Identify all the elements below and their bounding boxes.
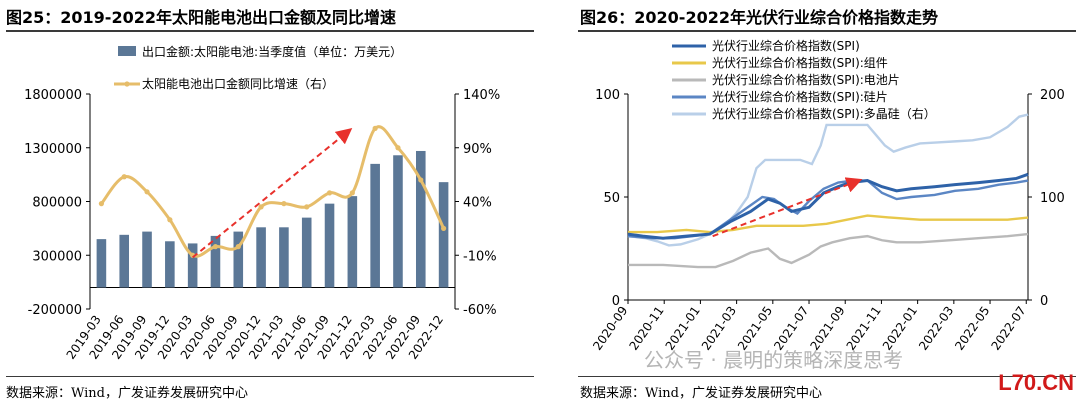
y-tick-label-right: 140% (463, 88, 500, 103)
growth-point (304, 204, 310, 210)
growth-point (418, 177, 424, 183)
legend-marker (124, 81, 130, 87)
bar (119, 234, 130, 288)
title-divider (6, 30, 534, 32)
bar (415, 150, 426, 288)
y-tick-label-left: 1800000 (24, 88, 82, 103)
bar (279, 227, 289, 288)
x-tick-label: 2022-07 (988, 304, 1028, 353)
growth-point (167, 217, 173, 223)
growth-point (440, 225, 447, 231)
y-tick-label-right: 90% (463, 142, 492, 157)
growth-point (212, 244, 219, 250)
figure-26: 图26：2020-2022年光伏行业综合价格指数走势 100 50 0 200 100 0… (540, 0, 1080, 406)
y-tick-label-right: 40% (463, 196, 492, 211)
figure-25: 图25：2019-2022年太阳能电池出口金额及同比增速 出口金额:太阳能电池:… (6, 8, 534, 401)
legend-label: 出口金额:太阳能电池:当季度值（单位：万美元） (142, 44, 402, 59)
legend-label: 光伏行业综合价格指数(SPI):多晶硅（右） (712, 106, 936, 121)
spi-chart: 1005002001000光伏行业综合价格指数(SPI)光伏行业综合价格指数(S… (590, 38, 1065, 353)
bar (301, 217, 312, 288)
bar (393, 155, 403, 288)
legend-label: 光伏行业综合价格指数(SPI) (712, 38, 860, 53)
y-tick-label-right: 100 (1040, 191, 1065, 206)
trend-arrow (192, 128, 353, 259)
source-note: 数据来源：Wind，广发证券发展研究中心 (6, 386, 248, 401)
y-tick-label-left: 0 (612, 294, 620, 309)
legend-label: 太阳能电池出口金额同比增速（右） (142, 76, 334, 91)
legend-label: 光伏行业综合价格指数(SPI):组件 (712, 55, 888, 70)
bar (210, 235, 221, 288)
legend: 光伏行业综合价格指数(SPI)光伏行业综合价格指数(SPI):组件光伏行业综合价… (672, 38, 936, 121)
bar (256, 227, 266, 288)
bar (165, 241, 175, 288)
bar (233, 231, 244, 288)
y-tick-label-left: 1300000 (24, 142, 82, 157)
y-tick-label-right: -10% (463, 249, 497, 264)
export-chart: 出口金额:太阳能电池:当季度值（单位：万美元） 太阳能电池出口金额同比增速（右） 1… (24, 44, 500, 362)
y-tick-label-right: -60% (463, 303, 497, 318)
figure-title: 图26：2020-2022年光伏行业综合价格指数走势 (580, 8, 938, 27)
growth-line (100, 125, 445, 258)
series-line (627, 113, 1029, 247)
growth-point (326, 190, 333, 196)
bar (438, 182, 449, 288)
corner-logo: L70.CN (998, 370, 1074, 395)
y-tick-label-left: 300000 (32, 249, 82, 264)
legend-label: 光伏行业综合价格指数(SPI):硅片 (712, 89, 888, 104)
source-divider (578, 376, 1076, 377)
bar (324, 203, 335, 288)
y-tick-label-left: 100 (595, 88, 620, 103)
growth-point (235, 244, 241, 250)
bar (370, 163, 380, 288)
bar (347, 196, 358, 288)
title-divider (578, 30, 1076, 32)
trend-arrow (712, 177, 863, 238)
y-tick-label-left: 800000 (32, 196, 82, 211)
growth-point (98, 201, 105, 207)
growth-point (372, 125, 378, 131)
y-tick-label-right: 0 (1040, 294, 1048, 309)
series-line (628, 214, 1029, 234)
bar (187, 243, 198, 288)
bar (96, 239, 107, 288)
source-note: 数据来源：Wind，广发证券发展研究中心 (580, 386, 822, 401)
x-tick-label: 2022-03 (916, 304, 956, 353)
series-line (627, 172, 1029, 240)
legend: 出口金额:太阳能电池:当季度值（单位：万美元） 太阳能电池出口金额同比增速（右） (114, 44, 402, 91)
y-tick-label-left: -200000 (28, 303, 82, 318)
series-line (628, 232, 1029, 269)
growth-point (349, 190, 355, 196)
y-tick-label-left: 50 (603, 191, 620, 206)
growth-point (281, 201, 287, 207)
bar (142, 231, 152, 288)
watermark: 公众号 · 晨明的策略深度思考 (644, 348, 904, 372)
growth-point (121, 174, 127, 180)
source-divider (6, 376, 534, 377)
x-tick-label: 2020-09 (590, 304, 630, 353)
x-tick-label: 2022-05 (952, 304, 992, 353)
y-tick-label-right: 200 (1040, 88, 1065, 103)
growth-point (258, 204, 264, 210)
growth-point (144, 189, 150, 195)
legend-label: 光伏行业综合价格指数(SPI):电池片 (712, 72, 900, 87)
growth-point (395, 145, 401, 151)
figure-title: 图25：2019-2022年太阳能电池出口金额及同比增速 (6, 8, 396, 27)
legend-swatch-bar (118, 46, 136, 56)
